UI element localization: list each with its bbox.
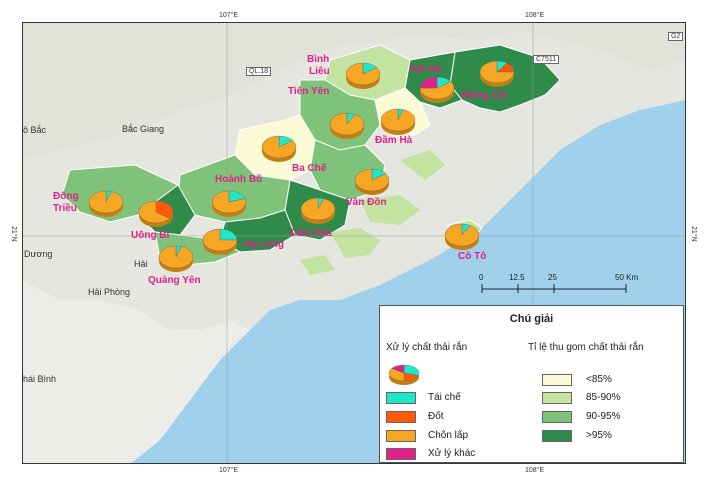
label-tai-che: Tái chế (428, 392, 461, 403)
label-uong-bi: Uông Bí (131, 230, 171, 241)
road-label-c7511: C7511 (533, 55, 560, 64)
place-bac-giang: Bắc Giang (122, 124, 165, 134)
pie-van-don-slice (354, 168, 390, 192)
island (300, 255, 335, 275)
label-xu-ly-khac: Xử lý khác (428, 448, 476, 459)
label-van-don: Vân Đồn (346, 196, 387, 208)
swatch-dot (386, 411, 416, 423)
pie-charts (88, 60, 515, 272)
pie-hai-ha-slice (419, 76, 438, 89)
legend-title: Chú giải (509, 313, 554, 325)
scale-bar: 0 12.5 25 50 Km (479, 273, 638, 293)
coord-right-21: 21°N (690, 226, 697, 242)
mountain-shade (22, 22, 686, 160)
place-thai-binh: hái Bình (23, 374, 57, 384)
pie-hoanh-bo-slice (211, 190, 247, 214)
pie-tien-yen-slice (329, 112, 365, 136)
coord-bottom-107: 107°E (219, 467, 239, 474)
swatch-lt85 (542, 374, 572, 386)
coord-left-21: 21°N (10, 226, 17, 242)
label-co-to: Cô Tô (458, 251, 486, 262)
legend-pie-slice (391, 364, 405, 374)
pie-co-to-slice (444, 223, 480, 247)
scale-label: 50 Km (615, 273, 638, 282)
label-hoanh-bo: Hoành Bồ (215, 173, 262, 185)
pie-binh-lieu-slice (345, 62, 381, 86)
swatch-85-90 (542, 392, 572, 404)
place-bac: ồ Bắc (23, 125, 47, 135)
place-duong: Dương (24, 249, 53, 259)
label-cam-pha: Cẩm Phả (289, 227, 332, 239)
swatch-xu-ly-khac (386, 448, 416, 460)
pie-ha-long-slice (202, 228, 238, 252)
road-label-g2: G2 (668, 32, 684, 41)
label-dong-trieu-1: Đông (53, 191, 79, 202)
pie-mong-cai-slice (479, 60, 515, 84)
label-hai-ha: Hải Hà (410, 64, 442, 75)
coord-top-107: 107°E (219, 12, 239, 19)
coord-top-108: 108°E (525, 12, 545, 19)
swatch-tai-che (386, 392, 416, 404)
pie-uong-bi-slice (138, 200, 171, 224)
label-tien-yen: Tiên Yên (288, 86, 329, 97)
island (400, 150, 445, 180)
swatch-gt95 (542, 430, 572, 442)
legend-collection-title: Tỉ lệ thu gom chất thải rắn (528, 342, 644, 353)
scale-label: 25 (548, 273, 557, 282)
label-binh-lieu-2: Liêu (309, 66, 330, 77)
label-mong-cai: Móng Cái (462, 90, 507, 101)
legend-treatment-title: Xử lý chất thải rắn (386, 342, 468, 353)
legend-pie-slice (388, 368, 405, 382)
label-ha-long: Hạ Long (244, 239, 284, 250)
place-hai-phong: Hải Phòng (88, 287, 131, 297)
pie-dam-ha-slice (380, 108, 416, 132)
label-lt85: <85% (586, 374, 612, 385)
label-gt95: >95% (586, 430, 612, 441)
label-dong-trieu-2: Triều (53, 202, 77, 214)
coord-bottom-108: 108°E (525, 467, 545, 474)
island (330, 228, 380, 258)
label-90-95: 90-95% (586, 411, 621, 422)
pie-quang-yen-slice (158, 245, 194, 269)
label-85-90: 85-90% (586, 392, 621, 403)
scale-label: 0 (479, 273, 484, 282)
label-ba-che: Ba Chẽ (292, 163, 327, 174)
label-dam-ha: Đầm Hà (375, 134, 413, 146)
legend: Chú giải Xử lý chất thải rắn Tỉ lệ thu g… (379, 305, 684, 463)
label-binh-lieu-1: Bình (307, 54, 329, 65)
scale-label: 12.5 (509, 273, 525, 282)
label-chon-lap: Chôn lấp (428, 430, 469, 441)
legend-pie-icon (388, 364, 420, 385)
place-hai: Hải (134, 259, 148, 269)
road-label-ql18: QL.18 (246, 67, 272, 76)
pie-hai-ha-slice (419, 81, 455, 100)
pie-cam-pha-slice (300, 197, 336, 221)
label-quang-yen: Quảng Yên (148, 275, 201, 286)
swatch-chon-lap (386, 430, 416, 442)
pie-uong-bi-slice (155, 200, 174, 219)
swatch-90-95 (542, 411, 572, 423)
island (360, 195, 420, 225)
pie-dong-trieu-slice (88, 190, 124, 214)
pie-ba-che-slice (261, 135, 297, 159)
label-dot: Đốt (428, 411, 444, 422)
lowland (22, 280, 250, 464)
legend-pie-slice (403, 364, 420, 376)
